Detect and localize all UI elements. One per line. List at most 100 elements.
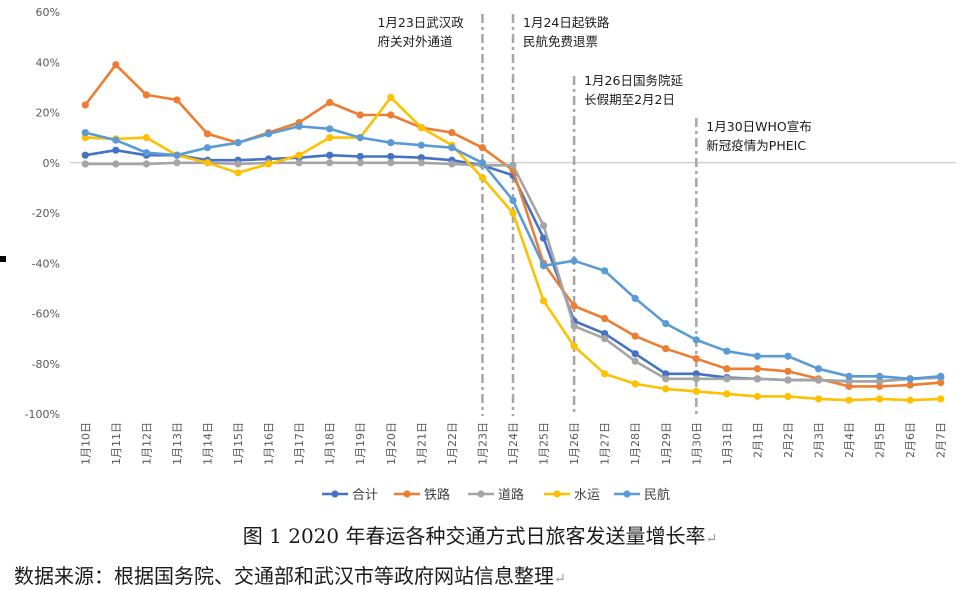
data-point-水运 [906, 396, 914, 404]
data-point-民航 [234, 139, 242, 147]
data-point-铁路 [326, 98, 334, 107]
legend-label: 水运 [574, 488, 600, 503]
data-point-道路 [539, 221, 548, 230]
data-point-铁路 [387, 111, 395, 119]
y-axis-tick-labels: 60% 40% 20% 0% -20% -40% -60% -80% -100% [25, 6, 60, 421]
x-tick-label: 1月23日 [476, 422, 489, 465]
x-tick-label: 1月13日 [171, 422, 184, 465]
data-point-合计 [356, 152, 364, 161]
data-point-水运 [876, 395, 884, 403]
data-point-道路 [662, 375, 670, 383]
data-point-民航 [203, 144, 212, 152]
margin-marker [0, 256, 6, 262]
data-point-民航 [112, 136, 120, 144]
data-point-水运 [692, 387, 700, 395]
legend-swatch-marker [623, 490, 631, 498]
x-tick-label: 1月26日 [568, 422, 581, 465]
series-lines [81, 61, 945, 404]
y-tick-label: -20% [32, 207, 60, 220]
data-point-民航 [295, 122, 303, 130]
event-annotation-text: 新冠疫情为PHEIC [706, 138, 806, 153]
x-tick-label: 2月6日 [904, 422, 917, 458]
event-annotation-text: 府关对外通道 [377, 34, 453, 49]
series-line-合计 [85, 148, 941, 383]
data-point-民航 [601, 267, 609, 275]
data-point-水运 [662, 385, 670, 393]
x-tick-label: 1月18日 [324, 422, 337, 465]
data-point-铁路 [876, 382, 884, 390]
legend-label: 合计 [352, 488, 378, 503]
data-point-道路 [448, 160, 456, 168]
x-tick-label: 2月1日 [751, 422, 764, 458]
data-point-道路 [814, 376, 823, 384]
legend-swatch-marker [553, 490, 561, 498]
event-annotation-text: 1月30日WHO宣布 [706, 119, 811, 134]
data-point-水运 [753, 392, 762, 401]
data-point-合计 [81, 151, 89, 159]
data-point-民航 [326, 125, 334, 133]
data-point-水运 [264, 160, 273, 168]
data-point-合计 [662, 370, 670, 378]
data-point-铁路 [112, 61, 120, 69]
data-point-水运 [814, 395, 823, 403]
data-point-道路 [601, 335, 609, 343]
data-point-铁路 [662, 345, 670, 353]
data-point-水运 [601, 370, 609, 378]
data-point-民航 [784, 352, 792, 360]
data-point-合计 [326, 151, 334, 159]
x-tick-label: 1月24日 [507, 422, 520, 465]
data-point-合计 [601, 330, 609, 338]
legend-label: 道路 [498, 487, 524, 503]
event-annotation-text: 民航免费退票 [523, 34, 598, 49]
data-point-民航 [814, 365, 823, 373]
data-point-水运 [509, 209, 517, 217]
data-point-道路 [81, 160, 89, 168]
data-point-民航 [448, 144, 456, 152]
data-point-水运 [203, 159, 212, 167]
data-point-民航 [570, 257, 578, 265]
y-tick-label: 0% [43, 157, 60, 170]
data-point-道路 [142, 160, 150, 168]
data-point-道路 [509, 161, 517, 169]
legend-swatch-marker [403, 490, 411, 498]
data-point-民航 [539, 262, 548, 270]
data-point-民航 [81, 129, 89, 137]
y-tick-label: -40% [32, 257, 60, 270]
data-point-水运 [539, 297, 548, 305]
data-source-note: 数据来源：根据国务院、交通部和武汉市等政府网站信息整理↵ [14, 564, 566, 588]
data-point-道路 [326, 159, 334, 167]
x-tick-label: 2月5日 [874, 422, 887, 458]
data-point-道路 [692, 375, 700, 383]
legend: 合计 铁路 道路 水运 民航 [322, 487, 670, 503]
x-tick-label: 1月14日 [201, 422, 214, 465]
data-point-铁路 [478, 144, 487, 152]
data-point-铁路 [692, 355, 700, 363]
legend-label: 民航 [644, 487, 670, 503]
data-point-民航 [142, 149, 150, 157]
data-point-合计 [692, 370, 700, 378]
legend-swatch-marker [331, 490, 339, 498]
y-tick-label: -100% [25, 408, 60, 421]
data-point-民航 [264, 130, 273, 138]
data-point-水运 [417, 123, 425, 132]
data-point-民航 [478, 159, 487, 167]
x-tick-label: 1月25日 [538, 422, 551, 465]
data-point-水运 [478, 174, 487, 182]
data-point-民航 [387, 139, 395, 147]
data-point-水运 [81, 134, 89, 142]
data-point-铁路 [906, 381, 914, 389]
data-point-铁路 [601, 314, 609, 323]
x-tick-label: 1月29日 [660, 422, 673, 465]
data-point-道路 [845, 377, 853, 385]
line-chart: 60%40%20%0%-20%-40%-60%-80%-100% 1月10日 1月… [25, 6, 956, 503]
y-tick-label: -60% [32, 308, 60, 321]
event-annotation-text: 1月26日国务院延 [584, 73, 683, 88]
x-tick-label: 1月16日 [263, 422, 276, 465]
data-point-道路 [417, 159, 425, 167]
x-tick-label: 1月28日 [629, 422, 642, 465]
x-axis-tick-labels: 1月10日 1月11日 1月12日 1月13日 1月14日 1月15日 1月16日 1月17日… [79, 422, 947, 465]
data-point-水运 [723, 390, 731, 398]
data-point-铁路 [142, 91, 150, 99]
data-point-合计 [417, 154, 425, 162]
y-tick-label: 60% [36, 6, 60, 19]
